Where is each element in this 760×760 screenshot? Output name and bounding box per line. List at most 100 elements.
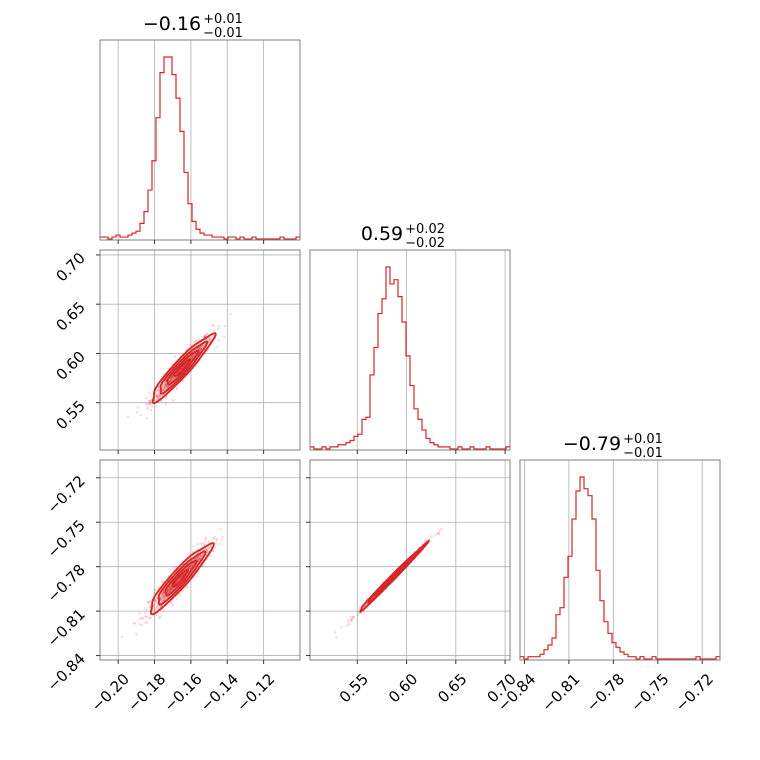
sample-point [147, 616, 151, 620]
sample-point [169, 588, 172, 591]
sample-point [126, 415, 130, 418]
sample-point [161, 608, 165, 611]
histogram-step-line [310, 266, 510, 450]
sample-point [352, 615, 356, 619]
sample-point [199, 345, 202, 348]
sample-point [159, 394, 162, 398]
sample-point [169, 587, 172, 590]
sample-point [171, 399, 175, 402]
sample-point [159, 598, 163, 602]
sample-point [138, 612, 141, 615]
sample-point [135, 411, 139, 414]
sample-point [167, 586, 171, 590]
y-tick-label: −0.75 [44, 516, 89, 561]
sample-point [207, 337, 211, 340]
grid-lines [524, 460, 703, 660]
sample-point [192, 355, 195, 358]
sample-point [171, 375, 174, 378]
sample-point [203, 334, 207, 338]
sample-point [148, 605, 152, 609]
sample-point [157, 395, 160, 398]
x-tick-label: −0.75 [627, 670, 672, 715]
sample-point [147, 600, 151, 603]
sample-point [158, 394, 162, 397]
sample-point [174, 582, 177, 585]
x-tick-label: −0.16 [160, 670, 205, 715]
histogram-step-line [100, 56, 300, 240]
sample-point [132, 622, 135, 625]
panel-title-upper-error: +0.02 [405, 222, 445, 237]
sample-point [170, 376, 174, 379]
sample-point [157, 616, 161, 620]
y-tick-label: 0.60 [52, 348, 88, 384]
sample-point [198, 557, 201, 560]
sample-point [175, 598, 179, 601]
sample-point [191, 550, 195, 554]
sample-point [358, 606, 362, 609]
sample-point [171, 376, 174, 379]
sample-point [169, 380, 172, 383]
sample-point [217, 339, 220, 342]
sample-point [154, 599, 157, 602]
sample-point [164, 382, 167, 386]
sample-point [207, 545, 211, 549]
panel-title: −0.79 [563, 433, 621, 455]
sample-point [437, 533, 441, 536]
sample-point [211, 323, 215, 326]
grid-lines [100, 250, 300, 450]
sample-point [203, 335, 206, 338]
sample-point [157, 396, 161, 400]
sample-point [196, 542, 199, 546]
sample-point [147, 406, 150, 409]
sample-point [139, 413, 143, 417]
sample-point [148, 605, 152, 608]
sample-point [195, 339, 198, 342]
panel-frame [99, 459, 301, 661]
sample-point [156, 397, 159, 400]
sample-point [198, 558, 201, 561]
sample-point [161, 591, 165, 594]
x-tick-label: 0.65 [434, 670, 470, 706]
y-tick-label: −0.78 [44, 561, 89, 606]
sample-point [168, 589, 172, 593]
sample-point [215, 346, 218, 349]
sample-point [351, 617, 354, 620]
sample-point [161, 580, 165, 583]
x-tick-label: 0.60 [385, 670, 421, 706]
sample-point [199, 554, 203, 557]
sample-point [347, 623, 351, 626]
sample-point [203, 335, 206, 338]
y-tick-label: 0.70 [52, 249, 88, 285]
sample-point [154, 613, 158, 617]
sample-point [436, 532, 439, 535]
sample-point [144, 403, 148, 406]
sample-point [152, 614, 156, 617]
sample-point [148, 399, 151, 402]
sample-point [135, 633, 138, 636]
sample-point [169, 377, 172, 381]
sample-point [177, 593, 180, 597]
sample-point [346, 620, 350, 624]
sample-point [153, 603, 156, 606]
panel-frame [309, 459, 511, 661]
sample-point [334, 636, 338, 639]
density-contour [171, 568, 190, 588]
sample-point [168, 588, 172, 592]
sample-point [157, 393, 161, 396]
sample-point [169, 584, 172, 588]
sample-point [203, 540, 206, 544]
sample-point [200, 542, 203, 545]
sample-point [141, 616, 145, 620]
sample-point [351, 615, 355, 619]
sample-point [440, 527, 443, 531]
sample-point [204, 548, 207, 551]
sample-point [196, 557, 199, 561]
sample-point [159, 615, 162, 619]
sample-point [154, 399, 157, 402]
sample-point [180, 575, 184, 578]
grid-lines [117, 40, 265, 240]
sample-point [148, 401, 151, 405]
sample-point [181, 574, 184, 577]
sample-point [180, 367, 183, 370]
panel-frame [99, 249, 301, 451]
